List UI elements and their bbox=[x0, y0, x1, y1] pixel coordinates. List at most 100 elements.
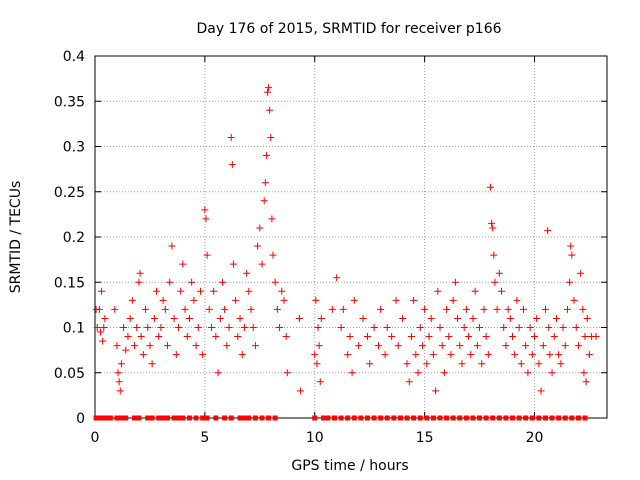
data-point bbox=[541, 305, 549, 313]
data-point bbox=[228, 161, 236, 169]
data-point bbox=[265, 84, 273, 92]
zero-level-point bbox=[444, 415, 450, 421]
data-point bbox=[546, 351, 554, 359]
data-point bbox=[273, 305, 281, 313]
data-point bbox=[530, 333, 538, 341]
data-point bbox=[126, 314, 134, 322]
data-point bbox=[509, 333, 517, 341]
data-point bbox=[471, 287, 479, 295]
data-point bbox=[181, 305, 189, 313]
data-point bbox=[316, 378, 324, 386]
data-point bbox=[202, 215, 210, 223]
data-point bbox=[266, 106, 274, 114]
chart-title: Day 176 of 2015, SRMTID for receiver p16… bbox=[196, 21, 501, 37]
data-point bbox=[254, 242, 262, 250]
zero-level-point bbox=[186, 415, 192, 421]
data-point bbox=[256, 224, 264, 232]
data-point bbox=[296, 387, 304, 395]
data-point bbox=[311, 351, 319, 359]
zero-level-point bbox=[463, 415, 469, 421]
zero-level-point bbox=[510, 415, 516, 421]
y-tick-label: 0.25 bbox=[54, 185, 85, 201]
data-point bbox=[482, 333, 490, 341]
zero-level-point bbox=[123, 415, 129, 421]
data-point bbox=[276, 324, 284, 331]
data-point bbox=[185, 314, 193, 322]
zero-level-point bbox=[378, 415, 384, 421]
data-point bbox=[418, 342, 426, 350]
zero-level-point bbox=[542, 415, 548, 421]
data-point bbox=[580, 369, 588, 377]
data-point bbox=[124, 333, 132, 341]
data-point bbox=[581, 333, 589, 341]
zero-level-point bbox=[252, 415, 258, 421]
data-point bbox=[449, 296, 457, 304]
zero-level-point bbox=[114, 415, 120, 421]
y-tick-label: 0 bbox=[76, 411, 85, 427]
zero-level-point bbox=[180, 415, 186, 421]
zero-level-point bbox=[496, 415, 502, 421]
data-point bbox=[232, 296, 240, 304]
data-point bbox=[489, 224, 497, 232]
data-point bbox=[410, 296, 418, 304]
data-point bbox=[592, 333, 600, 341]
data-point bbox=[139, 351, 147, 359]
data-point bbox=[563, 305, 571, 313]
data-point bbox=[355, 342, 363, 350]
data-point bbox=[552, 314, 560, 322]
data-point bbox=[146, 342, 154, 350]
zero-level-point bbox=[437, 415, 443, 421]
x-axis-label: GPS time / hours bbox=[291, 458, 408, 474]
data-point bbox=[388, 333, 396, 341]
data-point bbox=[473, 342, 481, 350]
data-point bbox=[438, 342, 446, 350]
data-point bbox=[192, 342, 200, 350]
data-point bbox=[95, 305, 103, 313]
data-point bbox=[164, 342, 172, 350]
data-point bbox=[488, 219, 496, 227]
data-point bbox=[111, 305, 119, 313]
data-point bbox=[98, 287, 106, 295]
data-point bbox=[440, 369, 448, 377]
data-point bbox=[416, 324, 424, 331]
data-point bbox=[555, 351, 563, 359]
data-point bbox=[144, 324, 152, 331]
data-point bbox=[447, 351, 455, 359]
data-point bbox=[526, 324, 534, 331]
x-tick-label: 5 bbox=[200, 430, 209, 446]
data-point bbox=[183, 333, 191, 341]
data-point bbox=[117, 360, 125, 368]
zero-level-point bbox=[160, 415, 166, 421]
data-point bbox=[223, 342, 231, 350]
data-point bbox=[166, 278, 174, 286]
zero-level-point bbox=[259, 415, 265, 421]
zero-level-point bbox=[165, 415, 171, 421]
data-point bbox=[511, 351, 519, 359]
zero-level-point bbox=[358, 415, 364, 421]
data-point bbox=[214, 369, 222, 377]
data-point bbox=[436, 324, 444, 331]
x-tick-label: 10 bbox=[306, 430, 324, 446]
data-point bbox=[443, 305, 451, 313]
data-point bbox=[458, 360, 466, 368]
x-tick-label: 0 bbox=[91, 430, 100, 446]
data-point bbox=[582, 378, 590, 386]
zero-level-point bbox=[391, 415, 397, 421]
data-point bbox=[478, 360, 486, 368]
zero-level-point bbox=[529, 415, 535, 421]
y-tick-label: 0.2 bbox=[63, 230, 85, 246]
data-point bbox=[348, 369, 356, 377]
data-point bbox=[522, 342, 530, 350]
data-point bbox=[199, 351, 207, 359]
data-point bbox=[280, 296, 288, 304]
data-point bbox=[403, 360, 411, 368]
zero-level-point bbox=[107, 415, 113, 421]
data-point bbox=[579, 305, 587, 313]
x-tick-label: 15 bbox=[416, 430, 434, 446]
data-point bbox=[462, 305, 470, 313]
data-point bbox=[168, 242, 176, 250]
data-point bbox=[539, 342, 547, 350]
data-point bbox=[245, 287, 253, 295]
zero-level-point bbox=[450, 415, 456, 421]
